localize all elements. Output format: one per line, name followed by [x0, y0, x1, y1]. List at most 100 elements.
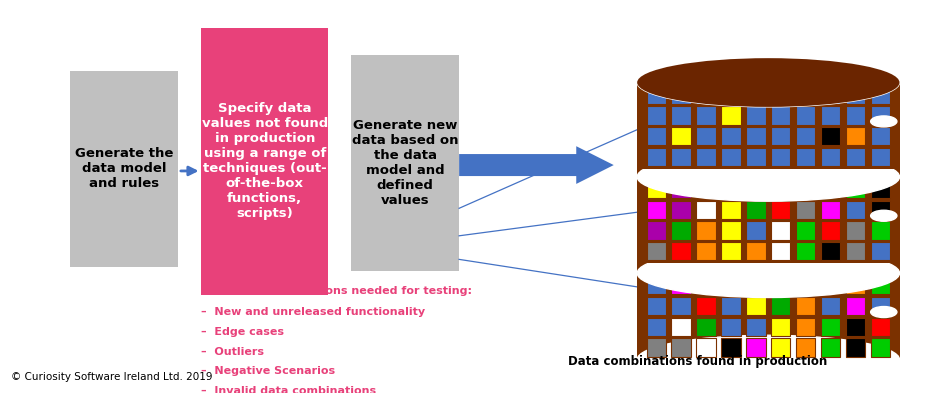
Bar	[646, 106, 665, 125]
Bar	[721, 148, 739, 166]
Bar	[796, 221, 814, 240]
Bar	[796, 276, 814, 294]
Bar	[646, 276, 665, 294]
Bar	[845, 85, 864, 104]
Bar	[721, 106, 739, 125]
Bar	[671, 85, 690, 104]
Bar	[870, 338, 889, 357]
Ellipse shape	[636, 335, 899, 384]
Bar	[770, 221, 790, 240]
Bar	[671, 200, 690, 219]
Bar	[721, 318, 739, 336]
Bar	[870, 180, 889, 198]
Bar	[870, 221, 889, 240]
Bar	[745, 297, 765, 315]
Text: –  Edge cases: – Edge cases	[201, 327, 285, 337]
Bar	[796, 242, 814, 261]
Bar	[695, 148, 715, 166]
Bar	[845, 180, 864, 198]
Bar	[796, 297, 814, 315]
Bar	[820, 148, 840, 166]
Bar	[845, 276, 864, 294]
Bar	[671, 106, 690, 125]
Bar	[845, 127, 864, 145]
Bar	[671, 148, 690, 166]
Bar	[695, 318, 715, 336]
Bar	[721, 85, 739, 104]
Bar	[745, 276, 765, 294]
Bar	[721, 221, 739, 240]
Bar	[745, 127, 765, 145]
Bar	[745, 106, 765, 125]
FancyBboxPatch shape	[351, 55, 459, 271]
Bar	[745, 338, 765, 357]
Bar	[820, 127, 840, 145]
Bar	[671, 242, 690, 261]
Text: –  Outliers: – Outliers	[201, 347, 264, 357]
Bar	[721, 297, 739, 315]
Bar	[745, 148, 765, 166]
Bar	[820, 276, 840, 294]
Bar	[646, 200, 665, 219]
Bar	[796, 106, 814, 125]
Bar	[695, 106, 715, 125]
Bar	[770, 127, 790, 145]
Bar	[820, 297, 840, 315]
Circle shape	[870, 307, 896, 318]
Circle shape	[870, 116, 896, 127]
Bar	[770, 338, 790, 357]
Bar	[820, 85, 840, 104]
Bar	[646, 221, 665, 240]
Ellipse shape	[636, 58, 899, 107]
Text: –  Negative Scenarios: – Negative Scenarios	[201, 366, 335, 376]
Ellipse shape	[636, 58, 899, 107]
Text: Data combinations found in production: Data combinations found in production	[568, 355, 826, 368]
Bar	[770, 200, 790, 219]
Bar	[671, 127, 690, 145]
Text: © Curiosity Software Ireland Ltd. 2019: © Curiosity Software Ireland Ltd. 2019	[11, 372, 212, 382]
Bar	[671, 221, 690, 240]
Bar	[820, 106, 840, 125]
Bar	[745, 85, 765, 104]
Bar	[770, 148, 790, 166]
Bar	[796, 180, 814, 198]
Bar	[845, 106, 864, 125]
Bar	[646, 242, 665, 261]
Bar	[770, 297, 790, 315]
Bar	[671, 180, 690, 198]
Bar	[870, 85, 889, 104]
Bar	[820, 221, 840, 240]
Bar	[695, 276, 715, 294]
Circle shape	[870, 210, 896, 221]
Bar	[796, 318, 814, 336]
Bar	[745, 200, 765, 219]
Bar	[845, 221, 864, 240]
Text: Specify data
values not found
in production
using a range of
techniques (out-
of: Specify data values not found in product…	[201, 102, 328, 220]
Bar	[796, 127, 814, 145]
Ellipse shape	[636, 152, 899, 201]
Bar	[820, 318, 840, 336]
Bar	[721, 200, 739, 219]
Bar	[646, 318, 665, 336]
Text: Generate the
data model
and rules: Generate the data model and rules	[75, 147, 173, 191]
Ellipse shape	[636, 58, 899, 107]
Bar	[845, 297, 864, 315]
Bar	[695, 127, 715, 145]
Bar	[671, 318, 690, 336]
Bar	[745, 180, 765, 198]
Text: –  Invalid data combinations: – Invalid data combinations	[201, 386, 376, 393]
Bar	[745, 221, 765, 240]
Bar	[721, 338, 739, 357]
Bar	[870, 318, 889, 336]
Text: Generate new
data based on
the data
model and
defined
values: Generate new data based on the data mode…	[352, 119, 458, 207]
Bar	[695, 338, 715, 357]
Bar	[695, 180, 715, 198]
Bar	[695, 297, 715, 315]
Bar	[870, 148, 889, 166]
Bar	[845, 148, 864, 166]
Bar	[845, 318, 864, 336]
Bar	[721, 127, 739, 145]
Bar	[796, 148, 814, 166]
Bar	[870, 297, 889, 315]
Bar	[770, 318, 790, 336]
